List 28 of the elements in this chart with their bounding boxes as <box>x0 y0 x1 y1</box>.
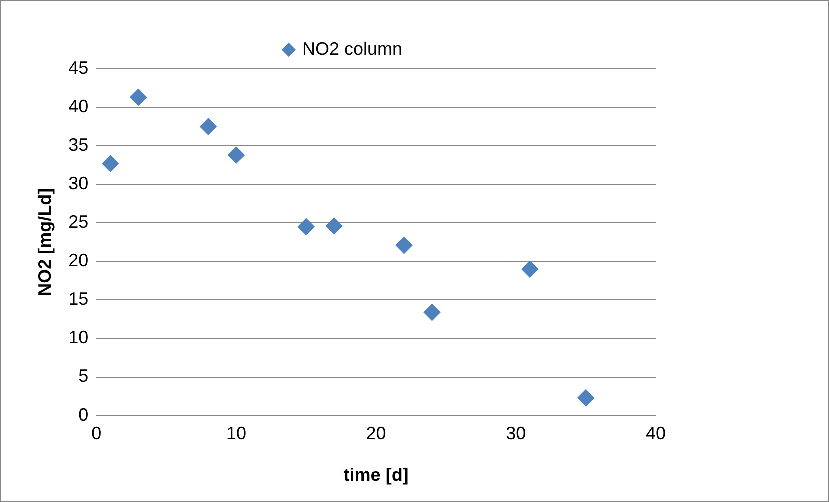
x-tick-label: 0 <box>92 424 102 444</box>
x-tick-label: 30 <box>506 424 526 444</box>
point <box>522 260 539 278</box>
point <box>200 118 217 136</box>
point <box>130 89 148 106</box>
y-tick-label: 0 <box>78 404 89 425</box>
x-tick-label: 10 <box>226 424 246 444</box>
y-tick-label: 15 <box>68 289 89 310</box>
y-tick-label: 25 <box>68 212 89 232</box>
y-tick-label: 30 <box>68 174 89 194</box>
y-tick-label: 10 <box>68 328 89 348</box>
x-tick-label: 40 <box>646 424 666 444</box>
x-tick-label: 20 <box>366 424 386 444</box>
y-tick-label: 35 <box>68 135 89 156</box>
point <box>578 390 595 407</box>
point <box>102 155 120 172</box>
point <box>396 236 413 254</box>
point <box>424 304 441 322</box>
point <box>326 218 343 235</box>
y-tick-label: 5 <box>78 366 89 386</box>
legend-label: NO2 column <box>302 38 403 59</box>
point <box>228 146 245 164</box>
y-tick-label: 45 <box>68 58 89 78</box>
y-tick-label: 40 <box>68 96 89 116</box>
x-axis-title: time [d] <box>344 465 409 486</box>
point <box>298 218 315 236</box>
y-tick-label: 20 <box>68 250 89 271</box>
y-axis-title: NO2 [mg/Ld] <box>34 188 55 296</box>
